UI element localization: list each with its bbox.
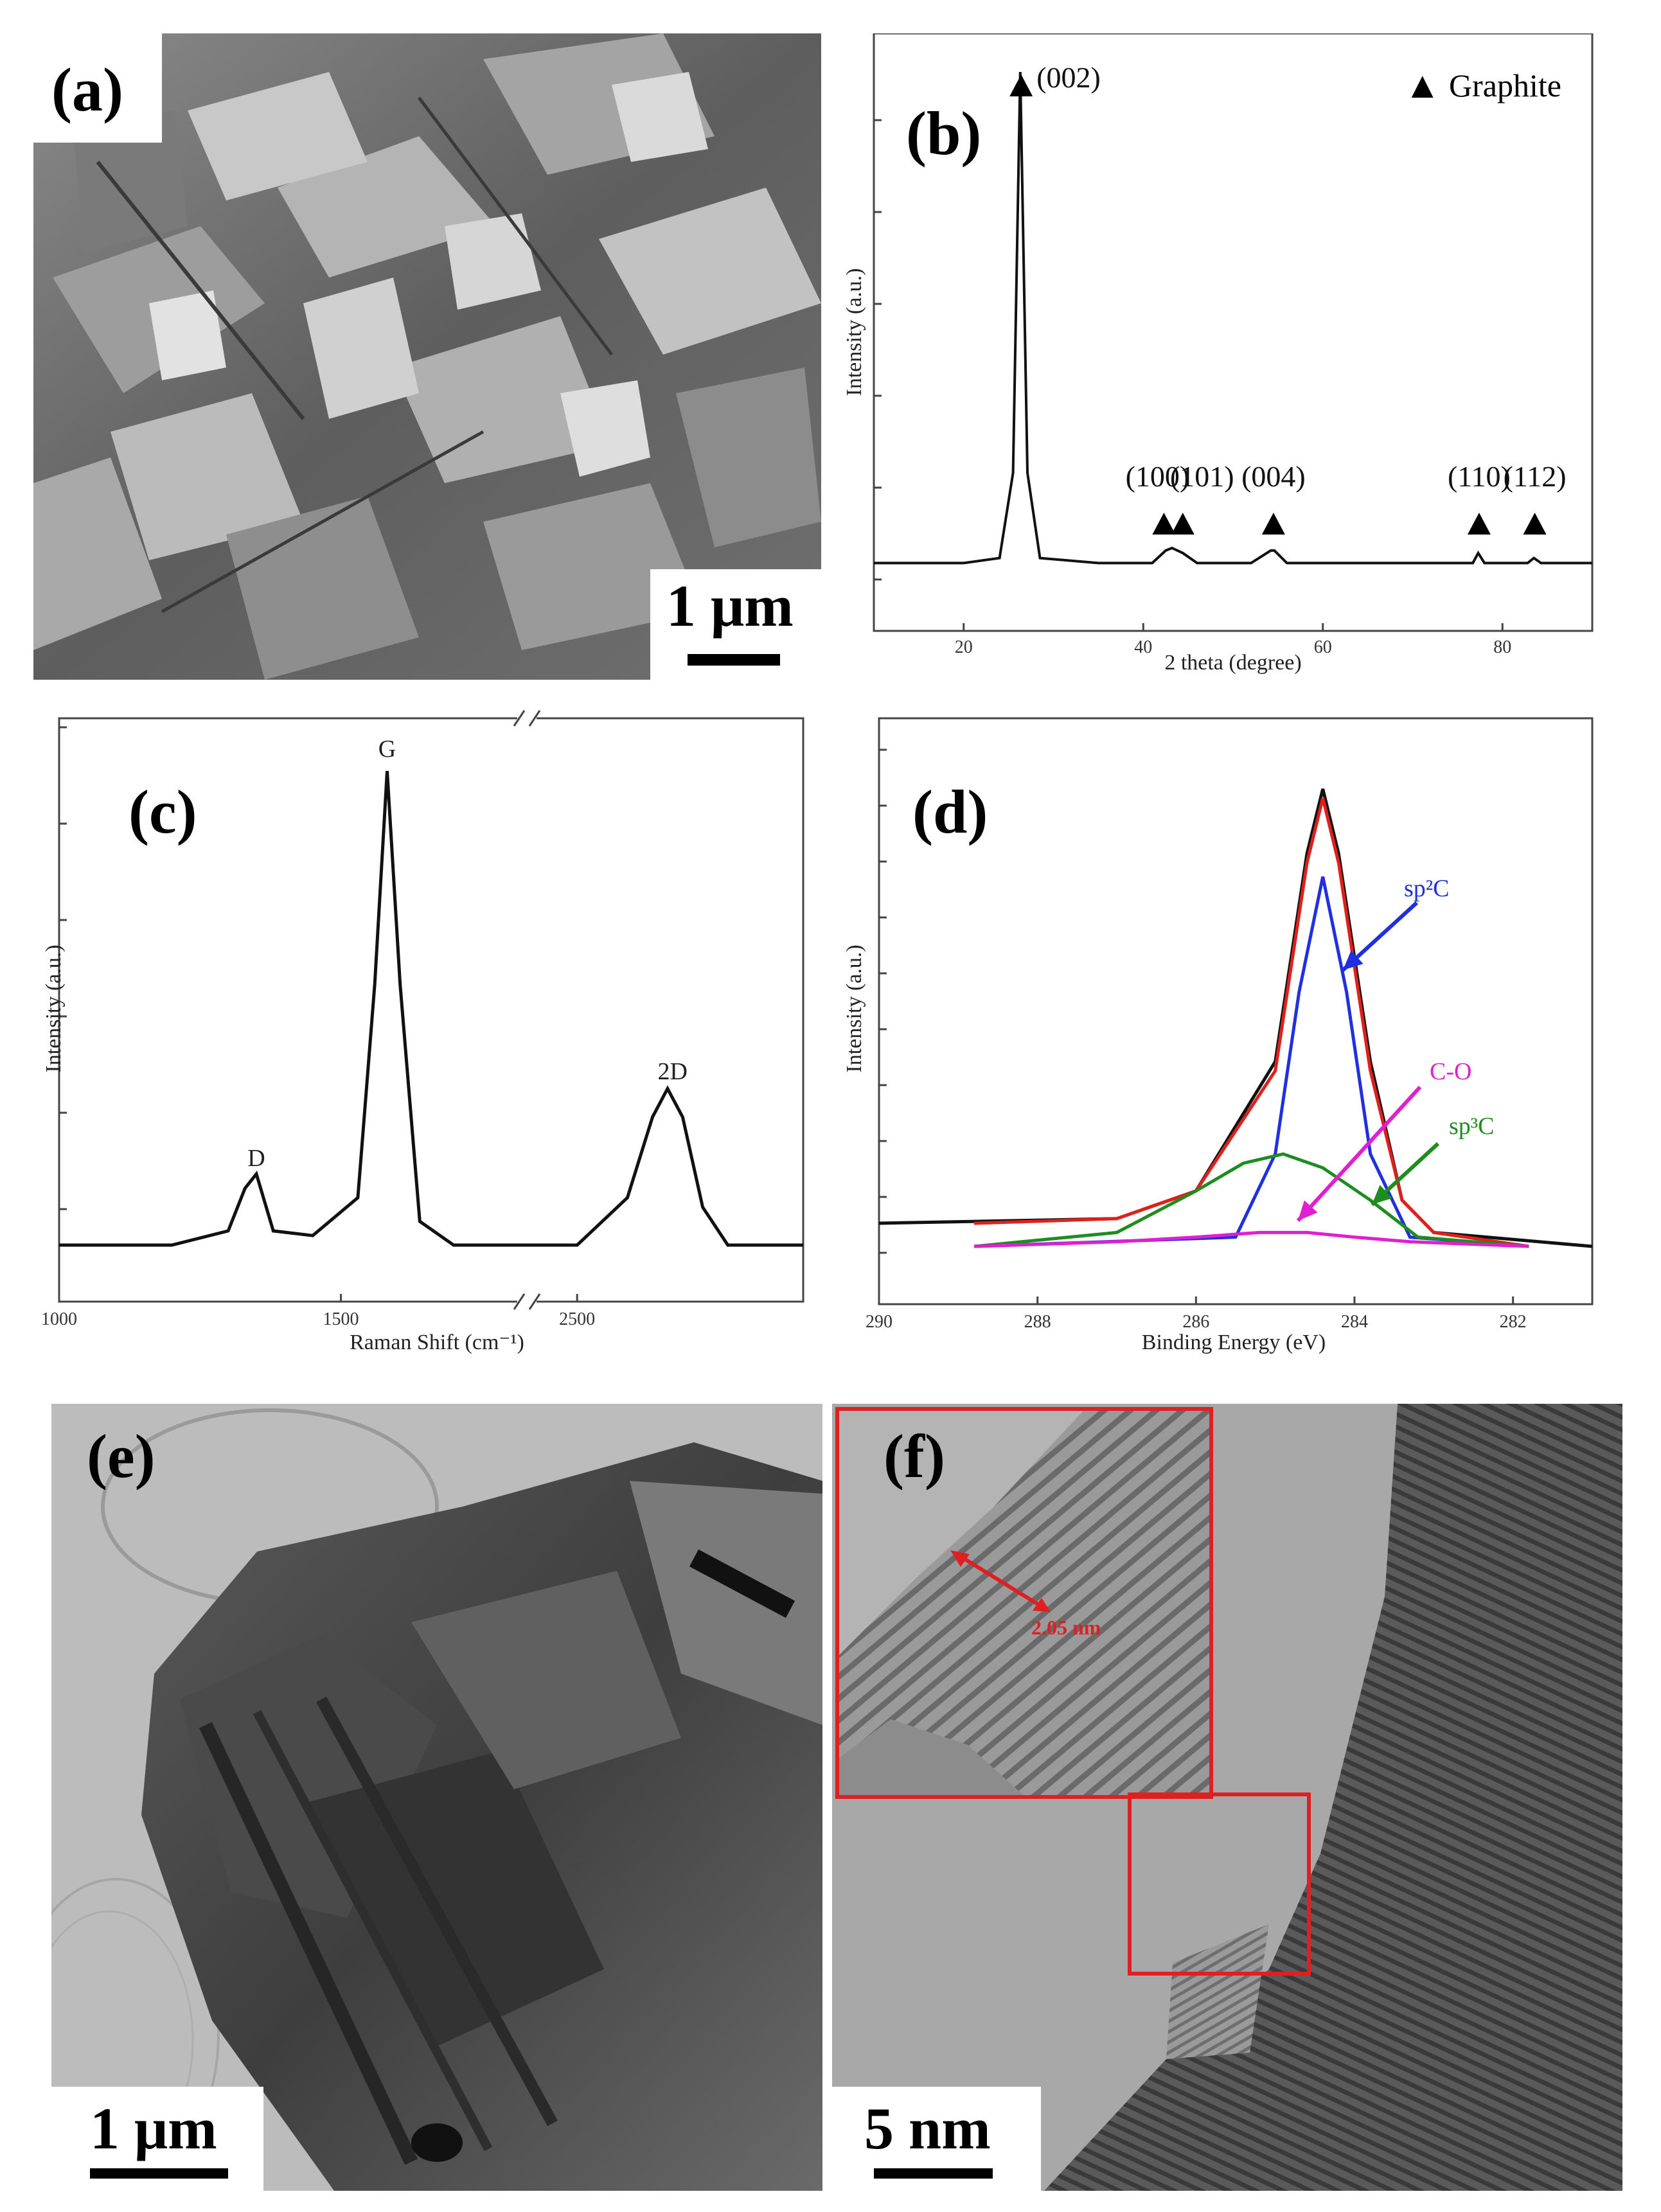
xps-plot: 290 288 286 284 282 sp²C C-O sp³C Binding Ener… xyxy=(842,717,1594,1354)
xrd-xtick-label: 80 xyxy=(1493,637,1511,657)
raman-xtick-label: 2500 xyxy=(559,1309,595,1329)
raman-plot: 1000 1500 2500 D G 2D Raman Shift (cm⁻¹) Int… xyxy=(41,710,804,1354)
raman-xtick-label: 1500 xyxy=(323,1309,359,1329)
xps-component-label: sp³C xyxy=(1449,1113,1495,1140)
xrd-plot: 20 40 60 80 (002)(100)(101) (004) (110)(112) … xyxy=(842,33,1594,675)
raman-axis-break-bottom-mark2 xyxy=(528,1293,541,1310)
panel-d-xps-chart: 290 288 286 284 282 sp²C C-O sp³C Binding Ener… xyxy=(835,707,1606,1388)
xrd-legend-marker: ▲ xyxy=(1404,64,1441,106)
raman-ylabel: Intensity (a.u.) xyxy=(42,944,66,1072)
xps-label-arrowhead xyxy=(1372,1185,1392,1205)
raman-peak-label: G xyxy=(378,736,396,763)
raman-axis-break-top-mark1 xyxy=(513,710,526,727)
panel-c-raman-chart: 1000 1500 2500 D G 2D Raman Shift (cm⁻¹) Int… xyxy=(26,707,822,1388)
panel-f-hrtem-image: 2.05 nm (f) 5 nm xyxy=(832,1404,1622,2191)
xrd-peak-label: (002) xyxy=(1036,61,1101,94)
panel-f-inset xyxy=(835,1407,1213,1799)
sem-flakes-image xyxy=(33,33,821,680)
xrd-peak-marker xyxy=(1009,75,1033,96)
panel-a-sem-image: (a) 1 μm xyxy=(33,33,821,680)
xps-series-spc xyxy=(973,1152,1529,1248)
raman-xlabel: Raman Shift (cm⁻¹) xyxy=(350,1331,524,1354)
xrd-series-line xyxy=(874,71,1592,565)
xps-series-spc xyxy=(973,876,1529,1248)
xrd-peak-label: (101) xyxy=(1170,460,1234,493)
xps-series-envelope xyxy=(973,797,1529,1248)
panel-e-scale-label: 1 μm xyxy=(90,2096,217,2161)
xrd-peak-marker xyxy=(1467,513,1491,535)
xrd-peak-label: (004) xyxy=(1241,460,1306,493)
panel-a-label: (a) xyxy=(51,55,123,124)
xps-plot-frame xyxy=(878,717,1594,1305)
xrd-xtick-label: 20 xyxy=(955,637,973,657)
panel-f-scale-label: 5 nm xyxy=(864,2096,991,2161)
xrd-plot-frame xyxy=(873,33,1594,632)
xrd-peak-label: (112) xyxy=(1504,460,1567,493)
panel-f-selection-box xyxy=(1128,1792,1311,1976)
xps-series-raw xyxy=(878,788,1593,1248)
xrd-peak-marker xyxy=(1261,513,1285,535)
panel-a-scale-label: 1 μm xyxy=(666,573,794,639)
panel-e-label: (e) xyxy=(87,1422,155,1491)
xrd-peak-marker xyxy=(1523,513,1547,535)
xps-xtick-label: 288 xyxy=(1024,1312,1051,1332)
xps-label-arrow xyxy=(1296,1085,1422,1223)
xrd-peak-label: (110) xyxy=(1448,460,1511,493)
xps-xtick-label: 290 xyxy=(866,1312,893,1332)
raman-series-line-2 xyxy=(527,1085,803,1247)
panel-b-label: (b) xyxy=(906,99,982,168)
panel-b-xrd-chart: 20 40 60 80 (002) (100) (101) (004) (110) (112) … xyxy=(835,33,1606,689)
tem-flake-image xyxy=(51,1404,822,2191)
xrd-peak-marker xyxy=(1171,513,1195,535)
raman-series-line-1 xyxy=(59,770,527,1247)
raman-peak-label: 2D xyxy=(658,1058,688,1085)
inset-zoom-image xyxy=(839,1411,1209,1795)
panel-c-label: (c) xyxy=(129,777,197,846)
panel-a-label-box xyxy=(33,33,162,143)
inset-measure-arrow xyxy=(950,1550,1051,1612)
xps-xlabel: Binding Energy (eV) xyxy=(1142,1331,1326,1354)
xrd-xtick-label: 40 xyxy=(1134,637,1152,657)
xps-component-label: C-O xyxy=(1430,1058,1471,1085)
raman-axis-break-bottom-mark1 xyxy=(513,1293,526,1310)
xps-label-arrowhead xyxy=(1298,1200,1318,1221)
xps-xtick-label: 286 xyxy=(1182,1312,1209,1332)
panel-e-scale-bar xyxy=(90,2168,228,2179)
xrd-peak-marker xyxy=(1152,513,1176,535)
xrd-xlabel: 2 theta (degree) xyxy=(1164,651,1301,675)
xps-label-arrowhead xyxy=(1343,950,1363,970)
xrd-xtick-label: 60 xyxy=(1314,637,1332,657)
xps-component-label: sp²C xyxy=(1404,875,1450,902)
xrd-peak-label: (100) xyxy=(1126,460,1190,493)
xrd-ylabel: Intensity (a.u.) xyxy=(842,268,866,396)
panel-f-label: (f) xyxy=(884,1422,945,1491)
panel-a-scale-bar xyxy=(688,654,780,666)
panel-f-scale-bar xyxy=(874,2168,993,2179)
xps-xtick-label: 282 xyxy=(1500,1312,1527,1332)
raman-xtick-label: 1000 xyxy=(41,1309,77,1329)
raman-axis-break-top-mark2 xyxy=(528,710,541,727)
xps-series-co xyxy=(973,1230,1529,1248)
xrd-legend-label: Graphite xyxy=(1449,67,1561,103)
xps-ylabel: Intensity (a.u.) xyxy=(842,944,866,1072)
raman-peak-label: D xyxy=(247,1145,265,1172)
raman-plot-frame xyxy=(58,717,804,1303)
xps-xtick-label: 284 xyxy=(1341,1312,1368,1332)
panel-d-label: (d) xyxy=(912,777,988,846)
inset-measure-label: 2.05 nm xyxy=(1031,1616,1101,1639)
panel-e-tem-image: (e) 1 μm xyxy=(51,1404,822,2191)
